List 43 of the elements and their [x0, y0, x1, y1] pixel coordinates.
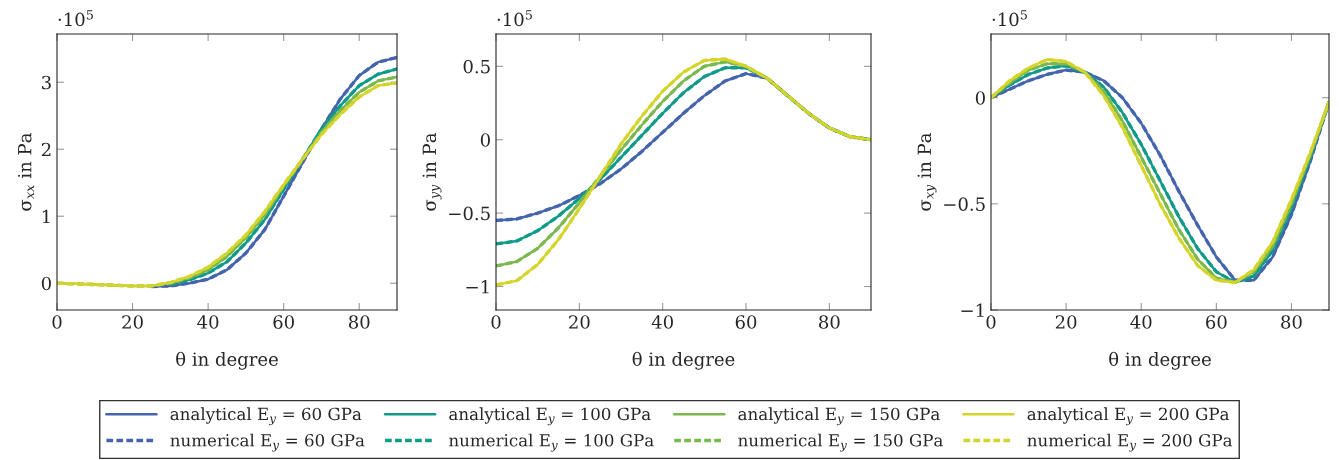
legend-label: analytical E$_{y}$ = 100 GPa	[449, 407, 651, 426]
y-tick-label: 0	[480, 133, 490, 147]
x-tick-label: 20	[569, 315, 590, 329]
x-tick-label: 60	[1206, 315, 1227, 329]
y-tick-label: −0.5	[449, 206, 490, 221]
x-tick-label: 80	[1281, 315, 1302, 329]
y-tick-label: −1	[466, 279, 489, 294]
legend-label: numerical E$_{y}$ = 150 GPa	[738, 433, 943, 452]
x-tick-label: 40	[651, 315, 673, 329]
y-tick-label: −1	[961, 303, 984, 317]
x-axis-title: θ in degree	[632, 351, 735, 370]
x-tick-label: 40	[197, 315, 219, 329]
text: ·10$^{5}$	[58, 10, 93, 27]
y-tick-label: 0.5	[463, 59, 490, 74]
y-tick-label: 0	[975, 91, 985, 105]
x-tick-label: 60	[273, 315, 294, 329]
legend-label: analytical E$_{y}$ = 200 GPa	[1027, 407, 1230, 426]
y-tick-label: 3	[42, 75, 51, 90]
y-tick-label: 1	[42, 209, 50, 224]
x-tick-label: 0	[491, 315, 501, 329]
x-tick-label: 80	[348, 315, 370, 329]
text: ·10$^{5}$	[497, 10, 532, 27]
x-tick-label: 0	[986, 315, 996, 329]
y-tick-label: −0.5	[944, 197, 985, 211]
legend-label: analytical E$_{y}$ = 60 GPa	[170, 407, 362, 426]
x-tick-label: 80	[819, 315, 840, 329]
x-tick-label: 20	[122, 315, 143, 329]
text: ·10$^{5}$	[992, 10, 1027, 27]
x-axis-title: θ in degree	[176, 351, 278, 370]
y-axis-title: σ$_{yy}$ in Pa	[422, 133, 442, 211]
x-tick-label: 60	[735, 315, 757, 329]
x-axis-title: θ in degree	[1109, 351, 1211, 370]
x-tick-label: 20	[1055, 315, 1077, 329]
legend-label: numerical E$_{y}$ = 100 GPa	[449, 433, 654, 452]
y-tick-label: 2	[41, 142, 51, 157]
legend-label: numerical E$_{y}$ = 200 GPa	[1027, 433, 1233, 452]
x-tick-label: 0	[52, 315, 62, 329]
y-tick-label: 0	[41, 276, 51, 291]
legend-label: numerical E$_{y}$ = 60 GPa	[170, 433, 365, 452]
y-axis-title: σ$_{xx}$ in Pa	[17, 133, 35, 211]
x-tick-label: 40	[1130, 315, 1152, 329]
y-axis-title: σ$_{xy}$ in Pa	[917, 133, 937, 211]
legend-label: analytical E$_{y}$ = 150 GPa	[738, 407, 940, 426]
